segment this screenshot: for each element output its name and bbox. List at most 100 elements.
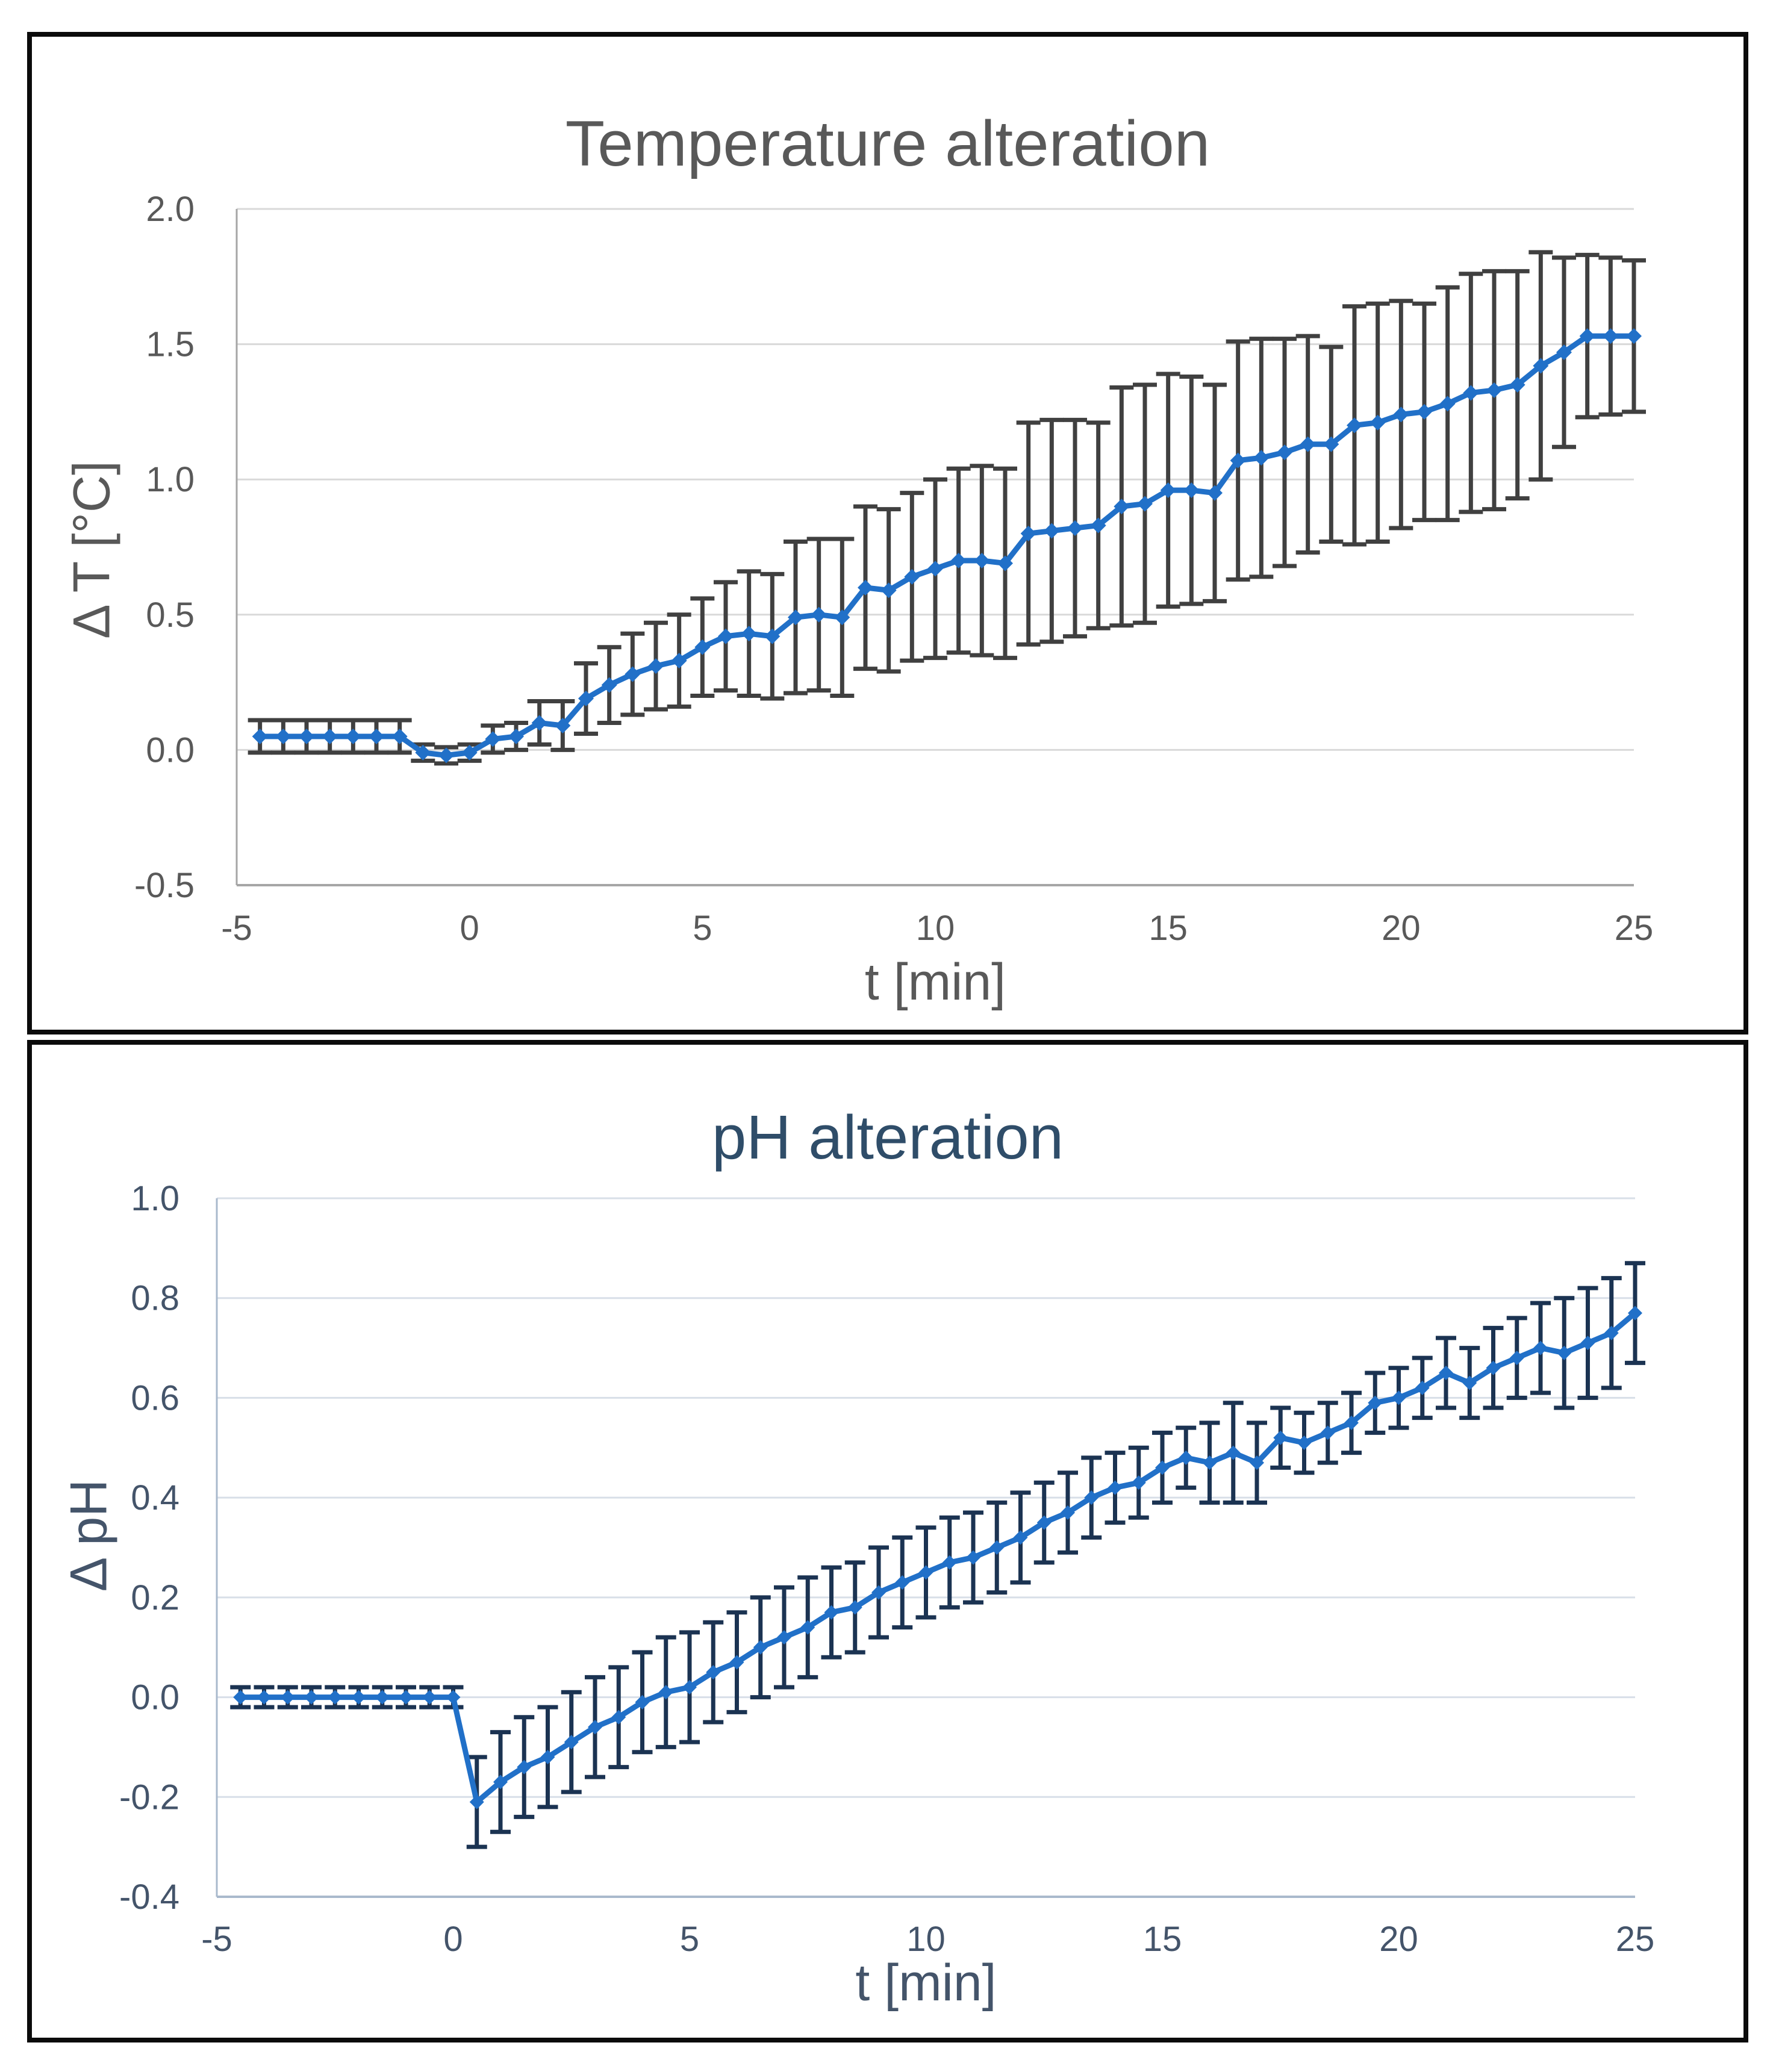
data-point-marker — [531, 715, 547, 731]
data-point-marker — [578, 691, 594, 707]
data-point-marker — [904, 568, 920, 585]
data-point-marker — [1226, 1445, 1241, 1460]
data-point-marker — [1393, 406, 1409, 423]
data-point-marker — [1509, 1351, 1524, 1366]
data-point-marker — [391, 728, 408, 744]
data-point-marker — [1533, 1340, 1548, 1355]
data-point-marker — [824, 1605, 839, 1620]
data-point-marker — [1114, 499, 1130, 515]
data-point-marker — [461, 744, 478, 761]
data-point-marker — [1486, 1360, 1501, 1375]
data-point-marker — [729, 1655, 744, 1670]
data-point-marker — [1179, 1450, 1194, 1465]
data-point-marker — [1368, 1395, 1383, 1410]
ph-chart: -5 0 5 10 15 20 25 1.0 0.8 0.6 0.4 0.2 0.0 -0.2 -0.4 — [119, 1179, 1655, 1959]
data-point-marker — [1628, 1305, 1642, 1321]
data-point-marker — [1557, 1345, 1572, 1360]
x-tick-label: 10 — [916, 909, 955, 948]
data-point-marker — [1202, 1455, 1217, 1470]
data-point-marker — [252, 728, 268, 744]
x-tick-label: 15 — [1143, 1920, 1182, 1959]
data-point-marker — [1347, 417, 1362, 434]
y-tick-label: 0.6 — [131, 1378, 179, 1417]
data-point-marker — [1250, 1455, 1264, 1470]
data-point-marker — [1462, 1375, 1477, 1390]
x-tick-label: 20 — [1382, 909, 1421, 948]
data-point-marker — [1415, 1380, 1430, 1395]
data-point-marker — [493, 1775, 508, 1790]
data-point-marker — [764, 628, 781, 644]
x-tick-label: 0 — [460, 909, 479, 948]
data-point-marker — [446, 1690, 461, 1705]
data-point-marker — [322, 728, 338, 744]
data-point-marker — [880, 582, 897, 599]
data-point-marker — [1439, 1366, 1453, 1380]
data-point-marker — [1253, 450, 1270, 466]
data-point-marker — [1277, 444, 1292, 461]
data-point-marker — [942, 1555, 957, 1570]
data-point-marker — [800, 1620, 815, 1635]
data-point-marker — [648, 658, 664, 674]
y-tick-label: 0.0 — [146, 730, 195, 770]
data-point-marker — [485, 731, 501, 747]
data-point-marker — [1603, 328, 1619, 344]
data-point-marker — [369, 728, 384, 744]
temperature-x-axis-label: t [min] — [864, 953, 1006, 1011]
data-point-marker — [1344, 1415, 1359, 1430]
data-point-marker — [1486, 382, 1502, 398]
data-point-marker — [788, 609, 803, 626]
data-point-marker — [1509, 376, 1525, 393]
data-point-marker — [1036, 1515, 1052, 1530]
data-point-marker — [601, 677, 617, 693]
data-point-marker — [1013, 1530, 1028, 1545]
data-point-marker — [834, 609, 850, 626]
data-point-marker — [811, 606, 827, 623]
data-point-marker — [1300, 436, 1316, 452]
data-point-marker — [950, 552, 967, 568]
data-point-marker — [1108, 1480, 1123, 1495]
data-point-marker — [1416, 403, 1432, 420]
y-tick-label: 1.5 — [146, 325, 195, 364]
data-point-marker — [1320, 1425, 1335, 1440]
data-point-marker — [966, 1550, 980, 1565]
data-point-marker — [1160, 482, 1176, 499]
data-point-marker — [847, 1600, 862, 1615]
data-point-marker — [351, 1690, 366, 1705]
x-tick-label: -5 — [201, 1920, 232, 1959]
data-point-marker — [611, 1710, 626, 1725]
y-tick-label: 1.0 — [131, 1179, 179, 1218]
data-point-marker — [1207, 485, 1223, 501]
data-point-marker — [588, 1720, 602, 1735]
ph-x-axis-label: t [min] — [855, 1954, 997, 2012]
data-point-marker — [625, 666, 641, 682]
data-point-marker — [1067, 520, 1083, 537]
data-point-marker — [777, 1630, 791, 1645]
data-point-marker — [974, 552, 990, 568]
data-point-marker — [1183, 482, 1200, 499]
y-tick-label: 2.0 — [146, 190, 195, 229]
y-tick-label: -0.4 — [119, 1878, 179, 1917]
x-tick-label: 25 — [1616, 1920, 1655, 1959]
data-point-marker — [1044, 523, 1060, 539]
data-point-marker — [635, 1694, 650, 1710]
x-tick-label: 15 — [1148, 909, 1188, 948]
data-point-marker — [858, 579, 873, 596]
y-tick-label: 0.0 — [131, 1678, 179, 1717]
data-point-marker — [345, 728, 361, 744]
data-point-marker — [1323, 436, 1339, 452]
data-point-marker — [415, 744, 431, 761]
data-point-marker — [1604, 1325, 1619, 1340]
x-tick-label: 10 — [906, 1920, 946, 1959]
data-point-marker — [1061, 1505, 1075, 1520]
data-point-marker — [1580, 1336, 1595, 1351]
data-point-marker — [304, 1690, 319, 1705]
y-tick-label: 1.0 — [146, 460, 195, 499]
data-point-marker — [555, 717, 571, 733]
ph-chart-panel: pH alteration Δ pH t [min] -5 0 5 10 15 20 25 1… — [27, 1040, 1748, 2042]
y-tick-label: 0.4 — [131, 1478, 179, 1517]
data-point-marker — [1391, 1390, 1406, 1405]
x-tick-label: 25 — [1615, 909, 1654, 948]
data-point-marker — [508, 728, 524, 744]
data-point-marker — [328, 1690, 343, 1705]
data-point-marker — [741, 626, 757, 642]
